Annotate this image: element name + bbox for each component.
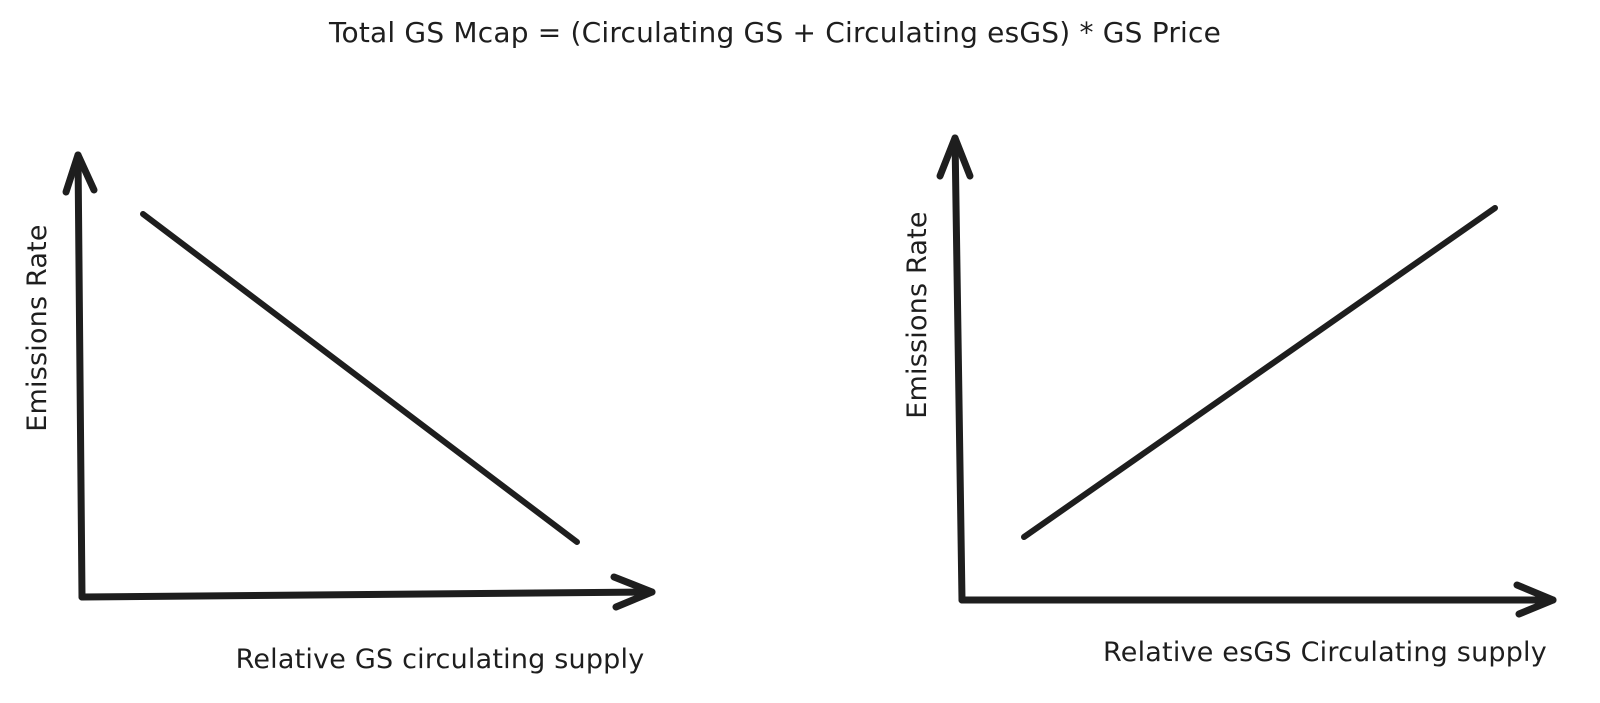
right-y-axis-arrowhead-icon	[936, 134, 974, 180]
chart-right: Emissions Rate Relative esGS Circulating…	[902, 134, 1557, 668]
left-y-axis	[74, 151, 86, 601]
right-y-axis	[951, 134, 966, 604]
left-y-axis-arrowhead-icon	[62, 151, 98, 196]
diagram-title: Total GS Mcap = (Circulating GS + Circul…	[328, 16, 1221, 49]
left-x-axis-label: Relative GS circulating supply	[236, 644, 645, 675]
left-y-axis-label: Emissions Rate	[22, 224, 53, 432]
left-x-axis	[78, 588, 656, 601]
left-x-axis-arrowhead-icon	[610, 573, 656, 611]
right-x-axis-label: Relative esGS Circulating supply	[1103, 637, 1547, 668]
right-x-axis-arrowhead-icon	[1513, 581, 1557, 618]
left-trend-line	[140, 211, 580, 545]
chart-left: Emissions Rate Relative GS circulating s…	[22, 151, 656, 675]
right-y-axis-label: Emissions Rate	[902, 211, 933, 419]
right-trend-line	[1021, 205, 1498, 540]
